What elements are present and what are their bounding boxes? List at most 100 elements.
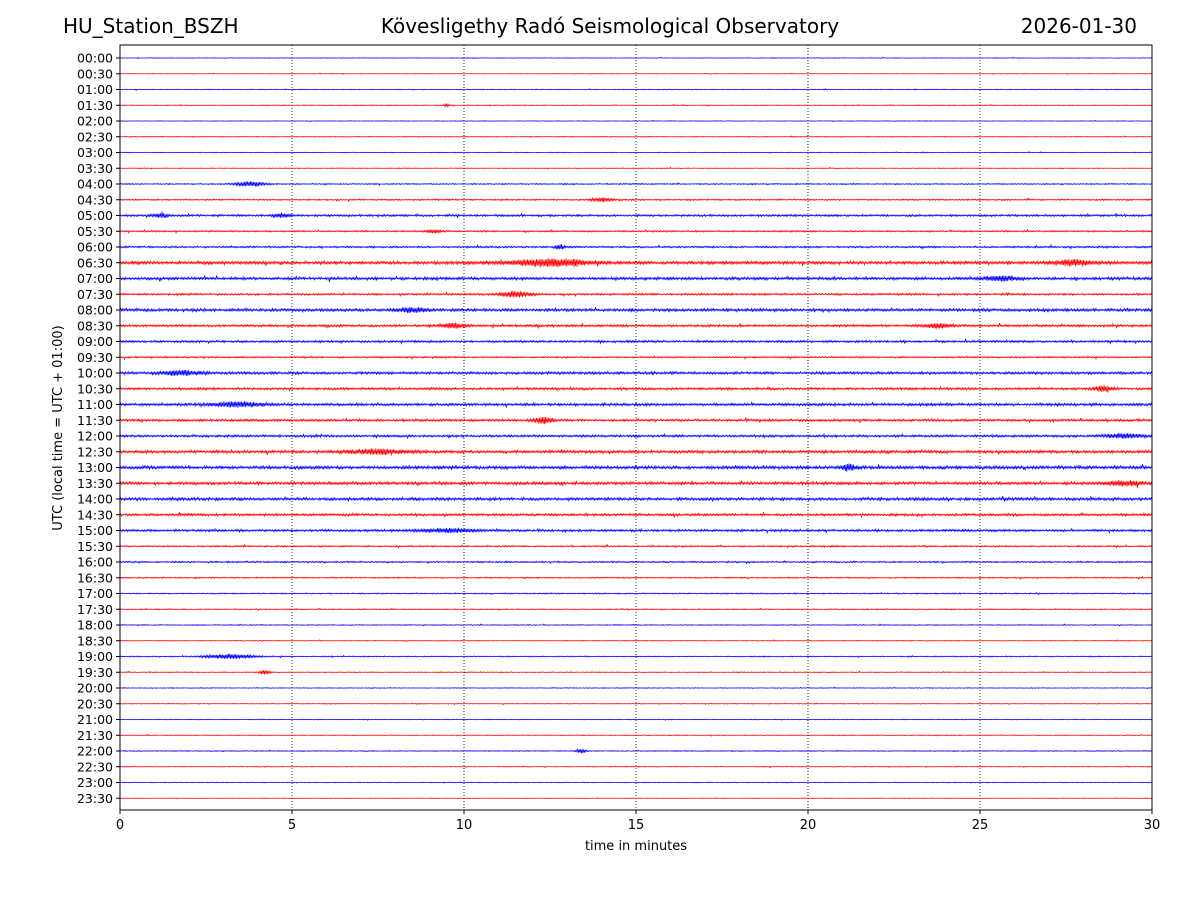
y-tick-label: 09:00 <box>77 334 113 349</box>
seismic-traces <box>119 56 1153 800</box>
y-tick-label: 16:00 <box>77 555 113 570</box>
y-axis-ticks: 00:0000:3001:0001:3002:0002:3003:0003:30… <box>77 51 120 806</box>
y-tick-label: 04:30 <box>77 192 113 207</box>
trace-1700 <box>119 591 1153 596</box>
trace-0500 <box>119 211 1153 219</box>
trace-1800 <box>119 623 1153 627</box>
y-tick-label: 10:00 <box>77 366 113 381</box>
y-tick-label: 06:30 <box>77 255 113 270</box>
trace-0400 <box>119 181 1153 187</box>
trace-1230 <box>119 448 1153 456</box>
y-tick-label: 01:30 <box>77 98 113 113</box>
y-tick-label: 23:30 <box>77 791 113 806</box>
y-tick-label: 17:00 <box>77 586 113 601</box>
x-tick-label: 25 <box>972 818 989 833</box>
trace-1930 <box>119 669 1153 675</box>
y-axis-label: UTC (local time = UTC + 01:00) <box>51 325 66 530</box>
y-tick-label: 02:30 <box>77 129 113 144</box>
trace-1830 <box>119 639 1153 643</box>
trace-1500 <box>119 527 1153 535</box>
trace-2200 <box>119 748 1153 754</box>
trace-0230 <box>119 135 1153 138</box>
y-tick-label: 20:30 <box>77 696 113 711</box>
y-tick-label: 06:00 <box>77 240 113 255</box>
y-tick-label: 13:00 <box>77 460 113 475</box>
y-tick-label: 14:00 <box>77 492 113 507</box>
y-tick-label: 08:30 <box>77 318 113 333</box>
trace-2230 <box>119 765 1153 769</box>
trace-0530 <box>119 228 1153 235</box>
y-tick-label: 15:00 <box>77 523 113 538</box>
trace-0200 <box>119 119 1153 123</box>
y-tick-label: 15:30 <box>77 539 113 554</box>
trace-1330 <box>119 479 1153 489</box>
y-tick-label: 03:30 <box>77 161 113 176</box>
x-tick-label: 30 <box>1144 818 1161 833</box>
y-tick-label: 21:00 <box>77 712 113 727</box>
grid-lines <box>291 45 981 810</box>
trace-0830 <box>119 322 1153 330</box>
y-tick-label: 02:00 <box>77 114 113 129</box>
y-tick-label: 05:00 <box>77 208 113 223</box>
y-tick-label: 01:00 <box>77 82 113 97</box>
trace-0600 <box>119 243 1153 250</box>
y-tick-label: 19:30 <box>77 665 113 680</box>
trace-2000 <box>119 686 1153 690</box>
y-tick-label: 07:30 <box>77 287 113 302</box>
x-tick-label: 15 <box>628 818 645 833</box>
x-tick-label: 5 <box>288 818 296 833</box>
y-tick-label: 08:00 <box>77 303 113 318</box>
trace-1530 <box>119 543 1153 549</box>
trace-0930 <box>119 354 1153 361</box>
y-tick-label: 20:00 <box>77 681 113 696</box>
trace-0730 <box>119 290 1153 298</box>
trace-1200 <box>119 432 1153 440</box>
trace-1730 <box>119 607 1153 611</box>
x-tick-label: 0 <box>116 818 124 833</box>
y-tick-label: 12:30 <box>77 444 113 459</box>
y-tick-label: 16:30 <box>77 570 113 585</box>
trace-0900 <box>119 337 1153 345</box>
y-tick-label: 18:30 <box>77 633 113 648</box>
trace-0700 <box>119 275 1153 283</box>
y-tick-label: 03:00 <box>77 145 113 160</box>
y-tick-label: 11:00 <box>77 397 113 412</box>
trace-2300 <box>119 781 1153 784</box>
y-tick-label: 12:00 <box>77 429 113 444</box>
y-tick-label: 04:00 <box>77 177 113 192</box>
trace-0100 <box>119 88 1153 92</box>
x-tick-label: 10 <box>456 818 473 833</box>
y-tick-label: 09:30 <box>77 350 113 365</box>
trace-0000 <box>119 56 1153 60</box>
y-tick-label: 22:30 <box>77 759 113 774</box>
station-name: HU_Station_BSZH <box>63 14 239 38</box>
trace-0430 <box>119 197 1153 203</box>
trace-1900 <box>119 653 1153 660</box>
trace-2030 <box>119 702 1153 706</box>
x-axis-label: time in minutes <box>585 839 687 854</box>
trace-1300 <box>119 463 1153 472</box>
trace-1030 <box>119 384 1153 393</box>
trace-0130 <box>119 102 1153 108</box>
y-tick-label: 17:30 <box>77 602 113 617</box>
trace-0030 <box>119 72 1153 76</box>
chart-date: 2026-01-30 <box>1020 14 1137 38</box>
y-tick-label: 14:30 <box>77 507 113 522</box>
y-tick-label: 23:00 <box>77 775 113 790</box>
x-tick-label: 20 <box>800 818 817 833</box>
trace-0300 <box>119 150 1153 154</box>
trace-2330 <box>119 797 1153 800</box>
y-tick-label: 22:00 <box>77 744 113 759</box>
y-tick-label: 00:30 <box>77 66 113 81</box>
trace-1000 <box>119 369 1153 377</box>
y-tick-label: 19:00 <box>77 649 113 664</box>
y-tick-label: 07:00 <box>77 271 113 286</box>
trace-1400 <box>119 495 1153 503</box>
y-tick-label: 21:30 <box>77 728 113 743</box>
y-tick-label: 13:30 <box>77 476 113 491</box>
trace-2130 <box>119 733 1153 737</box>
trace-1100 <box>119 401 1153 408</box>
chart-title: Kövesligethy Radó Seismological Observat… <box>380 14 840 38</box>
y-tick-label: 10:30 <box>77 381 113 396</box>
